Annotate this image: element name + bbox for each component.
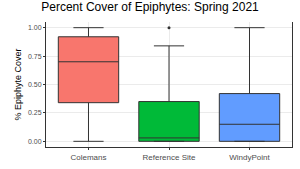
- svg-text:Reference Site: Reference Site: [143, 153, 196, 162]
- svg-text:0.25: 0.25: [28, 109, 42, 116]
- svg-text:WindyPoint: WindyPoint: [229, 153, 270, 162]
- svg-text:% Epiphyte Cover: % Epiphyte Cover: [13, 48, 23, 120]
- svg-text:Percent Cover of Epiphytes: Sp: Percent Cover of Epiphytes: Spring 2021: [41, 0, 259, 14]
- svg-text:Colemans: Colemans: [70, 153, 106, 162]
- svg-text:0.75: 0.75: [28, 53, 42, 60]
- svg-text:1.00: 1.00: [28, 24, 42, 31]
- svg-text:0.50: 0.50: [28, 81, 42, 88]
- svg-text:0.00: 0.00: [28, 138, 42, 145]
